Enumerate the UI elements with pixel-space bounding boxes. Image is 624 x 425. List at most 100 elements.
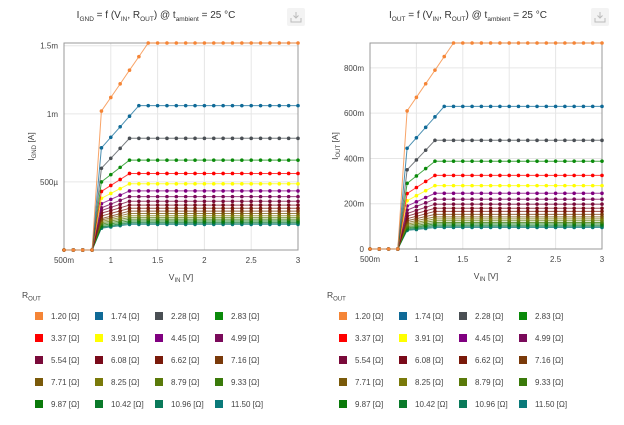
legend-item[interactable]: 2.28 [Ω] [459,309,519,323]
legend-item[interactable]: 9.33 [Ω] [519,375,579,389]
data-point [535,197,539,201]
legend-item[interactable]: 8.79 [Ω] [155,375,215,389]
data-point [277,199,282,204]
legend: 1.20 [Ω] 1.74 [Ω] 2.28 [Ω] 2.83 [Ω] 3.37 [Ω]… [339,309,579,411]
legend-item[interactable]: 4.99 [Ω] [215,331,275,345]
data-point [230,199,235,204]
legend-item[interactable]: 2.83 [Ω] [215,309,275,323]
data-point [470,209,474,214]
legend-item[interactable]: 7.16 [Ω] [215,353,275,367]
data-point [258,136,263,141]
data-point [590,138,595,143]
data-point [296,158,300,162]
legend-swatch [95,334,103,342]
data-point [553,215,558,219]
data-point [286,209,291,213]
data-point [433,115,437,119]
data-point [451,209,456,214]
legend-swatch [519,378,527,386]
legend-label: 9.33 [Ω] [535,377,564,387]
legend-item[interactable]: 9.33 [Ω] [215,375,275,389]
legend-item[interactable]: 5.54 [Ω] [35,353,95,367]
data-point [286,194,291,199]
legend-swatch [459,400,467,408]
data-point [451,206,456,211]
y-tick-label: 200m [344,200,364,209]
data-point [240,189,244,193]
data-point [202,103,207,108]
legend-swatch [215,378,223,386]
legend-item[interactable]: 7.16 [Ω] [519,353,579,367]
legend-item[interactable]: 4.99 [Ω] [519,331,579,345]
legend-item[interactable]: 9.87 [Ω] [35,397,95,411]
legend-item[interactable]: 11.50 [Ω] [215,397,275,411]
data-point [525,191,530,196]
legend-item[interactable]: 7.71 [Ω] [339,375,399,389]
data-point [535,191,539,196]
legend-item[interactable]: 1.74 [Ω] [95,309,155,323]
data-point [461,191,465,196]
data-point [202,171,207,176]
legend-item[interactable]: 10.42 [Ω] [95,397,155,411]
data-point [433,173,437,178]
legend-item[interactable]: 6.08 [Ω] [95,353,155,367]
data-point [127,209,132,213]
data-point [590,183,595,188]
legend-item[interactable]: 3.37 [Ω] [339,331,399,345]
data-point [488,215,493,219]
legend-item[interactable]: 2.28 [Ω] [155,309,215,323]
data-point [396,247,400,251]
legend-item[interactable]: 6.62 [Ω] [155,353,215,367]
legend-item[interactable]: 8.25 [Ω] [95,375,155,389]
legend-item[interactable]: 1.74 [Ω] [399,309,459,323]
legend-item[interactable]: 6.08 [Ω] [399,353,459,367]
data-point [249,158,253,162]
data-point [414,95,419,100]
data-point [442,138,447,143]
legend-item[interactable]: 4.45 [Ω] [155,331,215,345]
data-point [202,203,207,207]
legend-item[interactable]: 1.20 [Ω] [339,309,399,323]
data-point [258,182,263,186]
data-point [377,247,382,251]
legend-item[interactable]: 8.79 [Ω] [459,375,519,389]
legend-item[interactable]: 3.37 [Ω] [35,331,95,345]
y-tick-label: 0 [360,245,365,254]
data-point [137,103,141,108]
legend-item[interactable]: 10.96 [Ω] [459,397,519,411]
data-point [451,191,456,196]
data-point [118,211,122,216]
data-point [249,194,253,199]
data-point [127,68,132,73]
data-point [268,194,272,199]
download-button[interactable] [591,8,609,26]
data-point [286,103,291,108]
legend-item[interactable]: 3.91 [Ω] [399,331,459,345]
legend-item[interactable]: 5.54 [Ω] [339,353,399,367]
data-point [544,41,549,45]
data-point [470,206,474,211]
data-point [268,199,272,204]
legend-item[interactable]: 2.83 [Ω] [519,309,579,323]
data-point [249,103,253,108]
data-point [451,212,456,217]
legend-item[interactable]: 6.62 [Ω] [459,353,519,367]
data-point [249,206,253,211]
data-point [174,41,179,45]
legend-item[interactable]: 8.25 [Ω] [399,375,459,389]
legend-item[interactable]: 1.20 [Ω] [35,309,95,323]
legend-item[interactable]: 10.96 [Ω] [155,397,215,411]
data-point [109,156,113,161]
data-point [544,215,549,219]
data-point [590,159,595,163]
legend-item[interactable]: 10.42 [Ω] [399,397,459,411]
download-button[interactable] [287,8,305,26]
legend-item[interactable]: 9.87 [Ω] [339,397,399,411]
legend-item[interactable]: 11.50 [Ω] [519,397,579,411]
legend-label: 8.79 [Ω] [171,377,200,387]
legend-label: 11.50 [Ω] [535,399,568,409]
legend-item[interactable]: 4.45 [Ω] [459,331,519,345]
legend-item[interactable]: 3.91 [Ω] [95,331,155,345]
legend-item[interactable]: 7.71 [Ω] [35,375,95,389]
chart-title: IOUT = f (VIN, ROUT) @ tambient = 25 °C [389,10,547,23]
